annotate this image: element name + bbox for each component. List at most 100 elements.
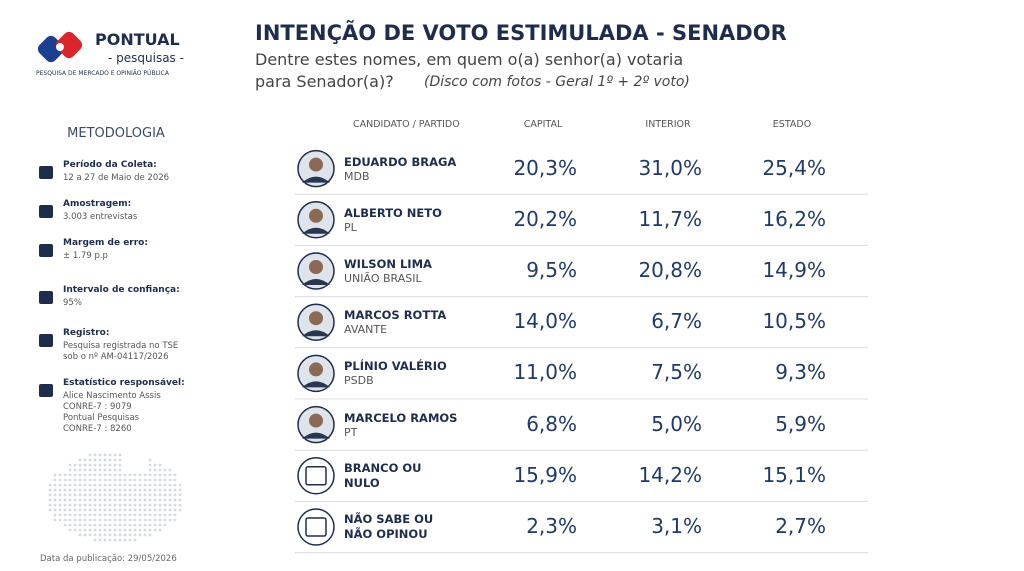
- map-dot: [63, 523, 67, 527]
- map-dot: [118, 458, 122, 462]
- percentage: 14,2%: [638, 462, 702, 487]
- map-dot: [108, 493, 112, 497]
- map-dot: [113, 463, 117, 467]
- percentage: 6,8%: [526, 411, 577, 436]
- map-dot: [48, 503, 52, 507]
- map-dot: [178, 508, 182, 512]
- map-dot: [138, 493, 142, 497]
- map-dot: [113, 453, 117, 457]
- map-dot: [133, 483, 137, 487]
- percentage: 20,2%: [513, 206, 577, 231]
- map-dot: [93, 508, 97, 512]
- map-dot: [93, 473, 97, 477]
- map-dot: [98, 488, 102, 492]
- map-dot: [78, 528, 82, 532]
- logo-name: PONTUAL: [95, 30, 180, 49]
- map-dot: [158, 468, 162, 472]
- map-dot: [118, 473, 122, 477]
- map-dot: [103, 498, 107, 502]
- map-dot: [63, 488, 67, 492]
- avatar: [297, 508, 335, 546]
- map-dot: [133, 498, 137, 502]
- candidate-name: ALBERTO NETO: [344, 205, 442, 220]
- map-dot: [163, 523, 167, 527]
- map-dot: [153, 463, 157, 467]
- map-dot: [108, 523, 112, 527]
- map-dot: [113, 513, 117, 517]
- map-dot: [158, 503, 162, 507]
- map-dot: [88, 483, 92, 487]
- percentage: 11,0%: [513, 360, 577, 385]
- map-dot: [133, 493, 137, 497]
- map-dot: [93, 458, 97, 462]
- map-dot: [73, 513, 77, 517]
- map-dot: [108, 528, 112, 532]
- percentage: 7,5%: [651, 360, 702, 385]
- map-dot: [118, 478, 122, 482]
- map-dot: [153, 503, 157, 507]
- map-dot: [83, 523, 87, 527]
- logo-sub: - pesquisas -: [108, 51, 184, 65]
- map-dot: [68, 513, 72, 517]
- map-dot: [73, 468, 77, 472]
- map-dot: [53, 488, 57, 492]
- map-dot: [93, 498, 97, 502]
- map-dot: [173, 518, 177, 522]
- map-dot: [158, 498, 162, 502]
- map-dot: [148, 533, 152, 537]
- map-dot: [98, 508, 102, 512]
- map-dot: [133, 488, 137, 492]
- column-header: INTERIOR: [645, 119, 691, 130]
- map-dot: [103, 533, 107, 537]
- map-dot: [123, 483, 127, 487]
- map-dot: [138, 508, 142, 512]
- map-dot: [78, 508, 82, 512]
- map-dot: [118, 483, 122, 487]
- map-dot: [138, 473, 142, 477]
- map-dot: [118, 468, 122, 472]
- map-dot: [143, 508, 147, 512]
- map-dot: [108, 463, 112, 467]
- map-dot: [63, 503, 67, 507]
- map-dot: [68, 528, 72, 532]
- map-dot: [158, 473, 162, 477]
- map-dot: [83, 508, 87, 512]
- map-dot: [113, 533, 117, 537]
- percentage: 9,5%: [526, 258, 577, 282]
- map-dot: [153, 468, 157, 472]
- map-dot: [153, 523, 157, 527]
- map-dot: [53, 503, 57, 507]
- map-dot: [143, 493, 147, 497]
- map-dot: [173, 508, 177, 512]
- map-dot: [108, 468, 112, 472]
- map-dot: [98, 473, 102, 477]
- map-dot: [158, 518, 162, 522]
- map-dot: [78, 503, 82, 507]
- map-dot: [108, 538, 112, 542]
- map-dot: [163, 508, 167, 512]
- publication-date: Data da publicação: 29/05/2026: [40, 554, 177, 564]
- map-dot: [128, 503, 132, 507]
- map-dot: [118, 528, 122, 532]
- map-dot: [68, 463, 72, 467]
- column-header: CANDIDATO / PARTIDO: [353, 119, 460, 130]
- map-dot: [163, 473, 167, 477]
- map-dot: [83, 488, 87, 492]
- map-dot: [148, 518, 152, 522]
- map-dot: [103, 483, 107, 487]
- method-text: 12 a 27 de Maio de 2026: [63, 173, 170, 183]
- map-dot: [123, 513, 127, 517]
- map-dot: [73, 498, 77, 502]
- percentage: 16,2%: [762, 206, 826, 231]
- map-dot: [88, 478, 92, 482]
- map-dot: [153, 528, 157, 532]
- map-dot: [53, 508, 57, 512]
- method-label: Estatístico responsável:: [63, 378, 185, 388]
- map-dot: [103, 488, 107, 492]
- map-dot: [168, 513, 172, 517]
- map-dot: [153, 493, 157, 497]
- map-dot: [68, 478, 72, 482]
- map-dot: [148, 488, 152, 492]
